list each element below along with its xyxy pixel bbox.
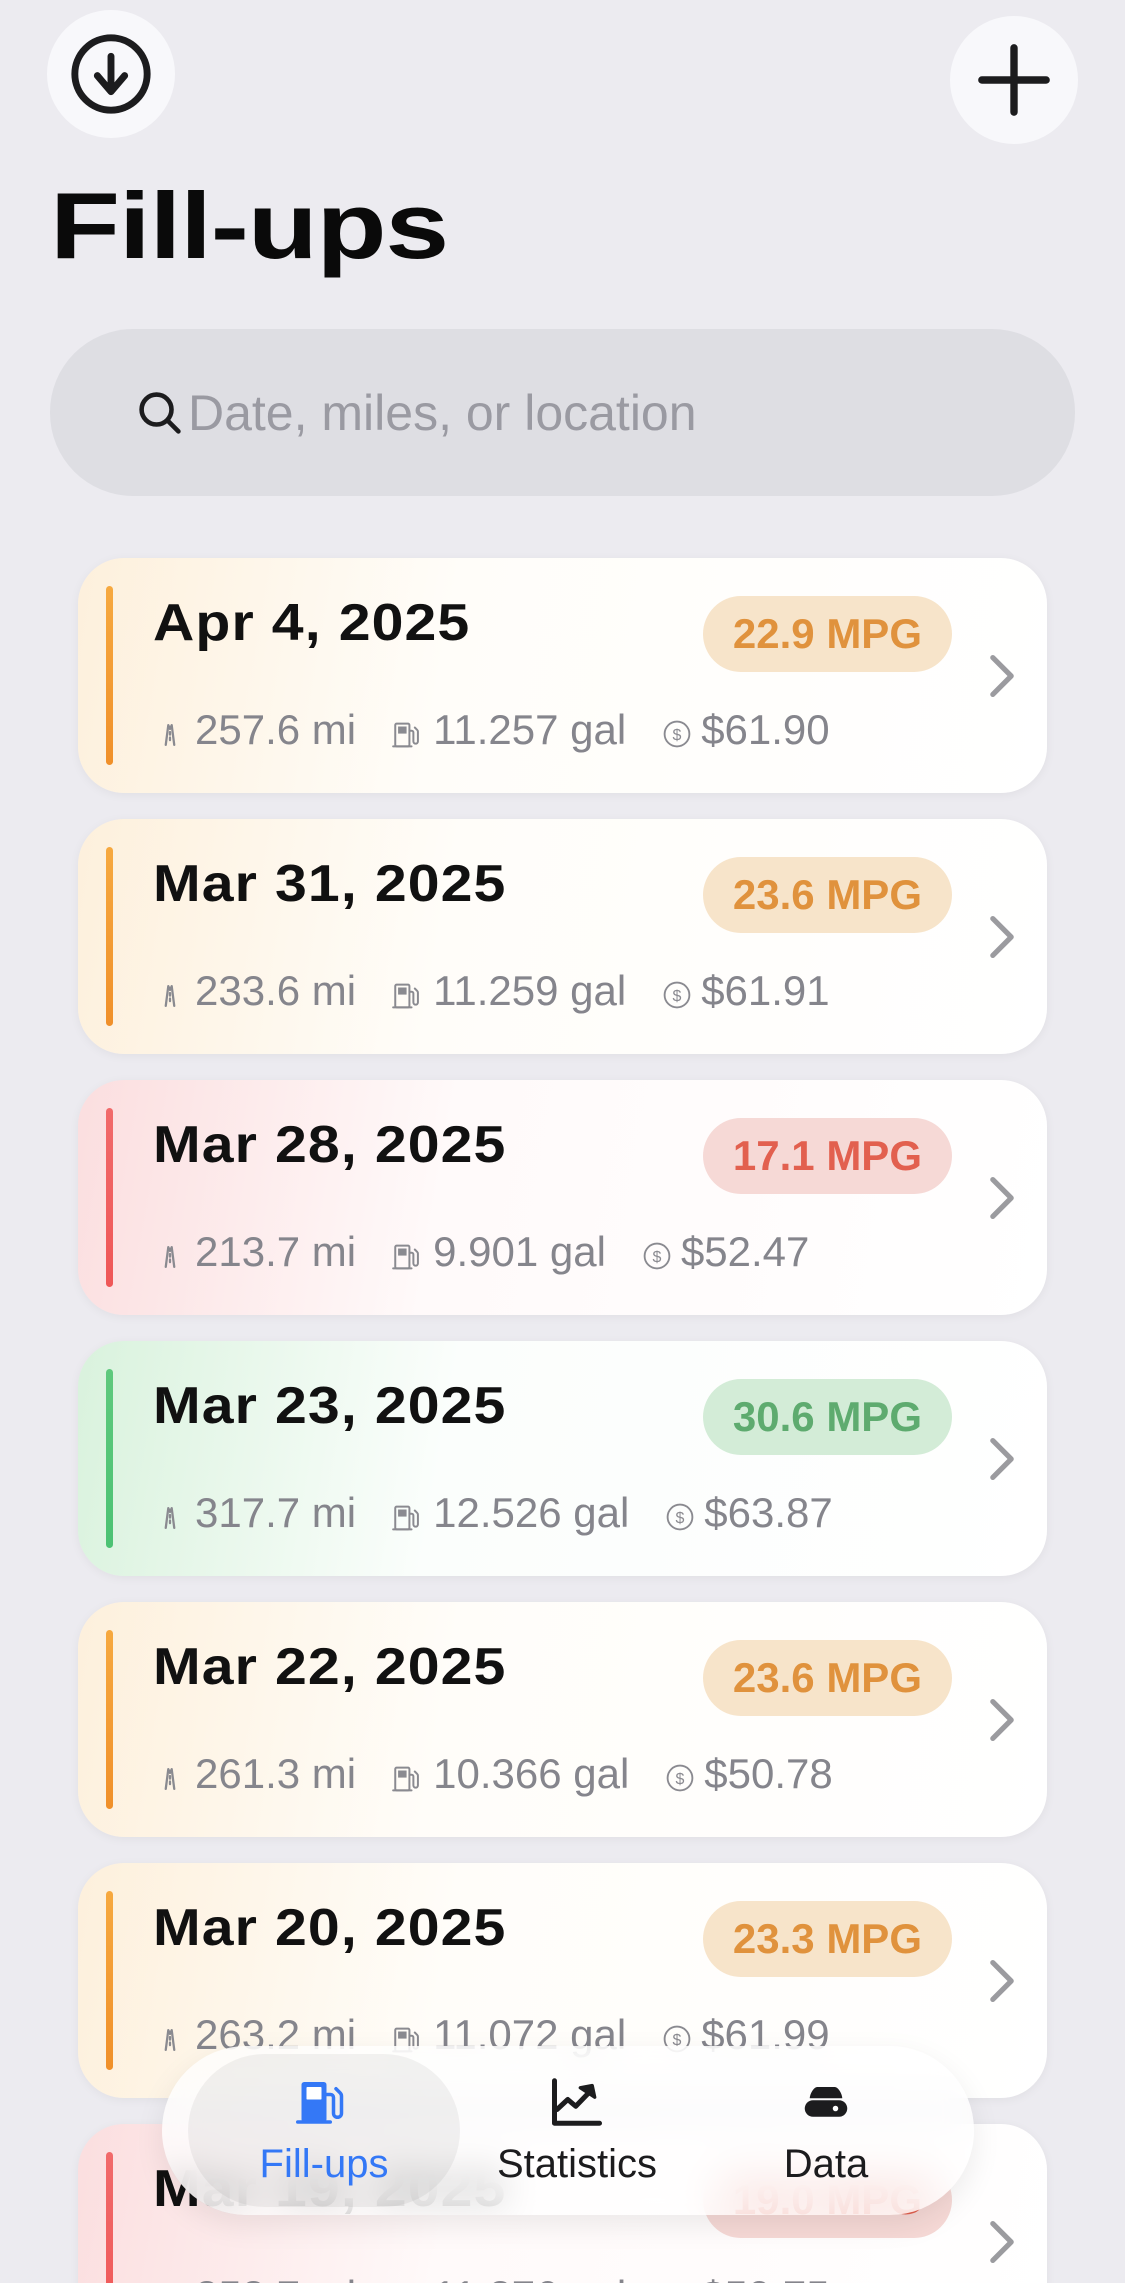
svg-text:$: $: [673, 727, 682, 744]
svg-text:$: $: [652, 1249, 661, 1266]
svg-text:$: $: [676, 1771, 685, 1788]
svg-text:$: $: [676, 1510, 685, 1527]
svg-text:$: $: [673, 988, 682, 1005]
